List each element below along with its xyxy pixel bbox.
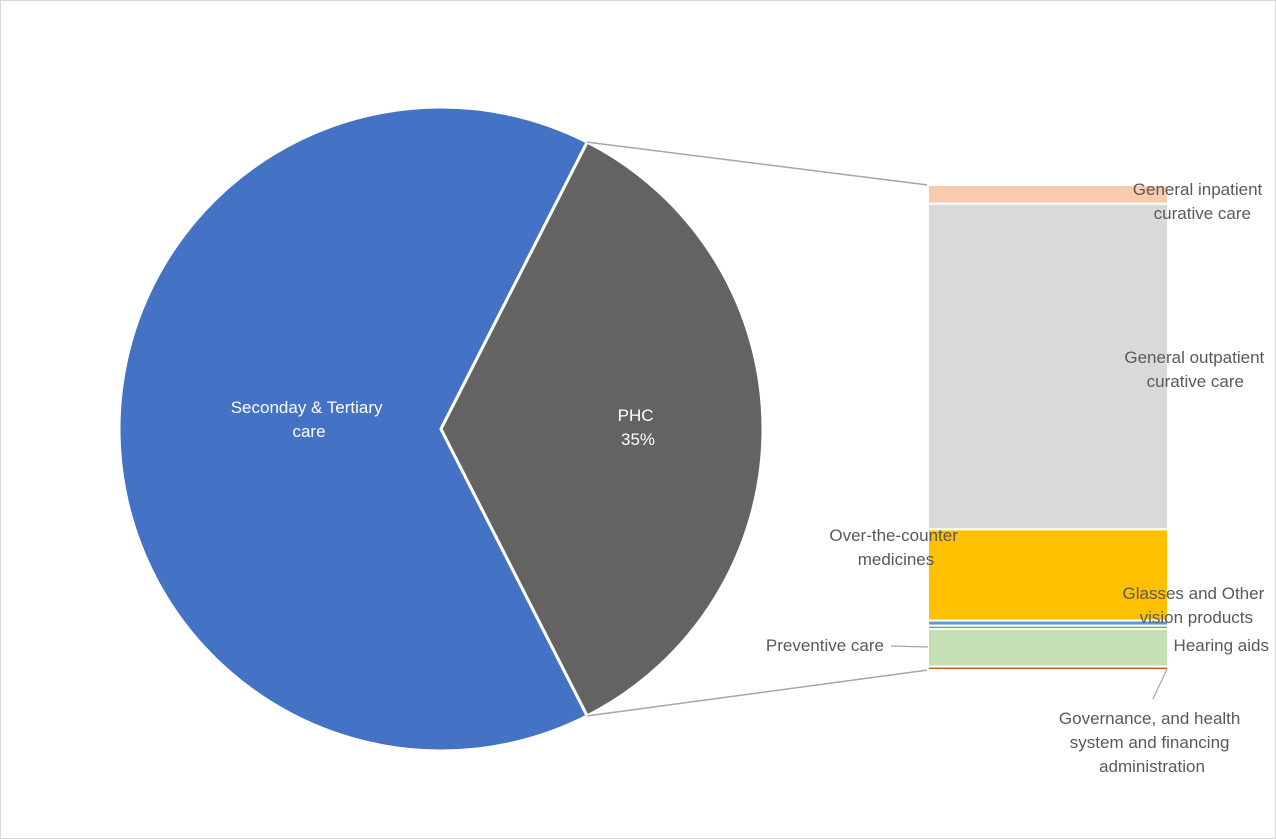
label-phc-name: PHC	[618, 406, 654, 425]
label-leader-lines	[890, 645, 1168, 700]
label-preventive-care: Preventive care	[766, 636, 884, 655]
label-otc-line2: medicines	[858, 550, 935, 569]
label-otc-line1: Over-the-counter	[829, 526, 958, 545]
label-outpatient-line1: General outpatient	[1124, 348, 1264, 367]
data-labels: Seconday & Tertiary care PHC 35% General…	[231, 180, 1269, 776]
label-glasses-vision: Glasses and Other vision products	[1123, 584, 1269, 627]
label-governance-line1: Governance, and health	[1059, 709, 1240, 728]
label-phc: PHC 35%	[618, 406, 659, 449]
label-glasses-line2: vision products	[1140, 608, 1253, 627]
label-inpatient-line2: curative care	[1154, 204, 1251, 223]
connector-line-bottom	[587, 669, 929, 717]
label-governance-line3: administration	[1099, 757, 1205, 776]
leader-line-governance	[1152, 668, 1168, 700]
connector-line-top	[587, 141, 929, 186]
bar-segment-preventive-care	[927, 628, 1169, 668]
label-governance: Governance, and health system and financ…	[1059, 709, 1245, 776]
pie	[117, 105, 765, 753]
label-secondary-tertiary: Seconday & Tertiary care	[231, 398, 388, 441]
label-hearing-aids: Hearing aids	[1174, 636, 1269, 655]
label-governance-line2: system and financing	[1070, 733, 1230, 752]
bar-segment-over-the-counter-medicines	[927, 528, 1169, 622]
label-secondary-line1: Seconday & Tertiary	[231, 398, 383, 417]
pie-slice-phc	[439, 140, 765, 718]
label-secondary-line2: care	[292, 422, 325, 441]
label-glasses-line1: Glasses and Other	[1123, 584, 1265, 603]
label-general-inpatient: General inpatient curative care	[1133, 180, 1267, 223]
connector-lines	[587, 141, 929, 717]
pie-slice-secondary-tertiary-care	[117, 105, 590, 753]
label-outpatient-line2: curative care	[1147, 372, 1244, 391]
leader-line-preventive	[890, 645, 929, 648]
bar-segment-governance-and-health-system-and-financing-administration	[927, 665, 1169, 672]
label-general-outpatient: General outpatient curative care	[1124, 348, 1269, 391]
bar-segment-general-outpatient-curative-care	[927, 202, 1169, 531]
label-over-the-counter: Over-the-counter medicines	[829, 526, 962, 569]
breakdown-stacked-bar	[927, 184, 1169, 672]
label-inpatient-line1: General inpatient	[1133, 180, 1263, 199]
label-phc-percent: 35%	[621, 430, 655, 449]
